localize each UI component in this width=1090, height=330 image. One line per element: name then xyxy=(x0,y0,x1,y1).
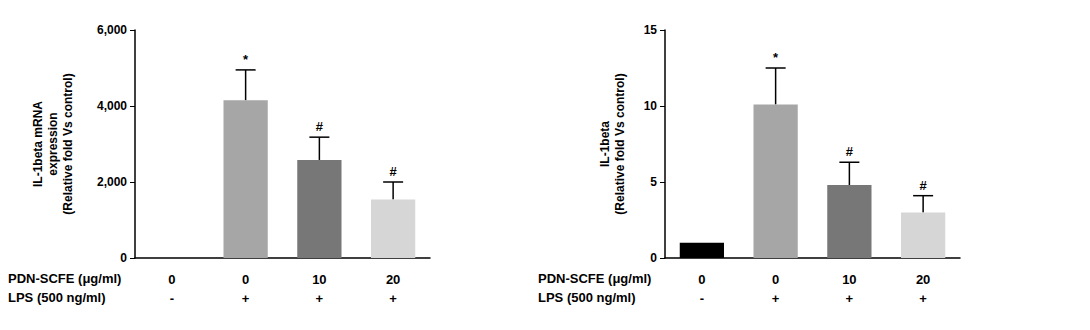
svg-text:#: # xyxy=(846,144,854,159)
svg-text:0: 0 xyxy=(168,272,175,287)
svg-text:0: 0 xyxy=(242,272,249,287)
svg-text:(Relative fold Vs control): (Relative fold Vs control) xyxy=(61,73,75,214)
svg-text:#: # xyxy=(316,119,324,134)
svg-text:-: - xyxy=(170,291,174,306)
svg-text:5: 5 xyxy=(650,175,657,189)
svg-text:+: + xyxy=(242,291,250,306)
svg-text:+: + xyxy=(772,291,780,306)
svg-text:IL-1beta: IL-1beta xyxy=(598,121,612,167)
svg-text:+: + xyxy=(846,291,854,306)
svg-text:*: * xyxy=(243,52,249,67)
svg-text:20: 20 xyxy=(916,272,930,287)
svg-text:-: - xyxy=(700,291,704,306)
svg-text:PDN-SCFE (μg/ml): PDN-SCFE (μg/ml) xyxy=(8,271,121,286)
svg-text:+: + xyxy=(919,291,927,306)
svg-text:0: 0 xyxy=(698,272,705,287)
svg-text:10: 10 xyxy=(842,272,856,287)
svg-text:#: # xyxy=(390,164,398,179)
svg-text:10: 10 xyxy=(312,272,326,287)
svg-text:+: + xyxy=(389,291,397,306)
svg-text:LPS (500 ng/ml): LPS (500 ng/ml) xyxy=(8,290,106,305)
svg-text:(Relative fold Vs control): (Relative fold Vs control) xyxy=(613,73,627,214)
svg-text:2,000: 2,000 xyxy=(97,175,127,189)
svg-text:20: 20 xyxy=(386,272,400,287)
svg-text:0: 0 xyxy=(120,251,127,265)
svg-text:4,000: 4,000 xyxy=(97,99,127,113)
svg-text:#: # xyxy=(920,178,928,193)
svg-text:expression: expression xyxy=(46,112,60,175)
svg-text:PDN-SCFE (μg/ml): PDN-SCFE (μg/ml) xyxy=(538,271,651,286)
svg-text:0: 0 xyxy=(650,251,657,265)
svg-text:IL-1beta mRNA: IL-1beta mRNA xyxy=(31,101,45,187)
svg-text:0: 0 xyxy=(772,272,779,287)
svg-text:LPS (500 ng/ml): LPS (500 ng/ml) xyxy=(538,290,636,305)
svg-text:6,000: 6,000 xyxy=(97,23,127,37)
svg-text:*: * xyxy=(773,50,779,65)
svg-text:+: + xyxy=(316,291,324,306)
svg-text:15: 15 xyxy=(644,23,658,37)
svg-text:10: 10 xyxy=(644,99,658,113)
